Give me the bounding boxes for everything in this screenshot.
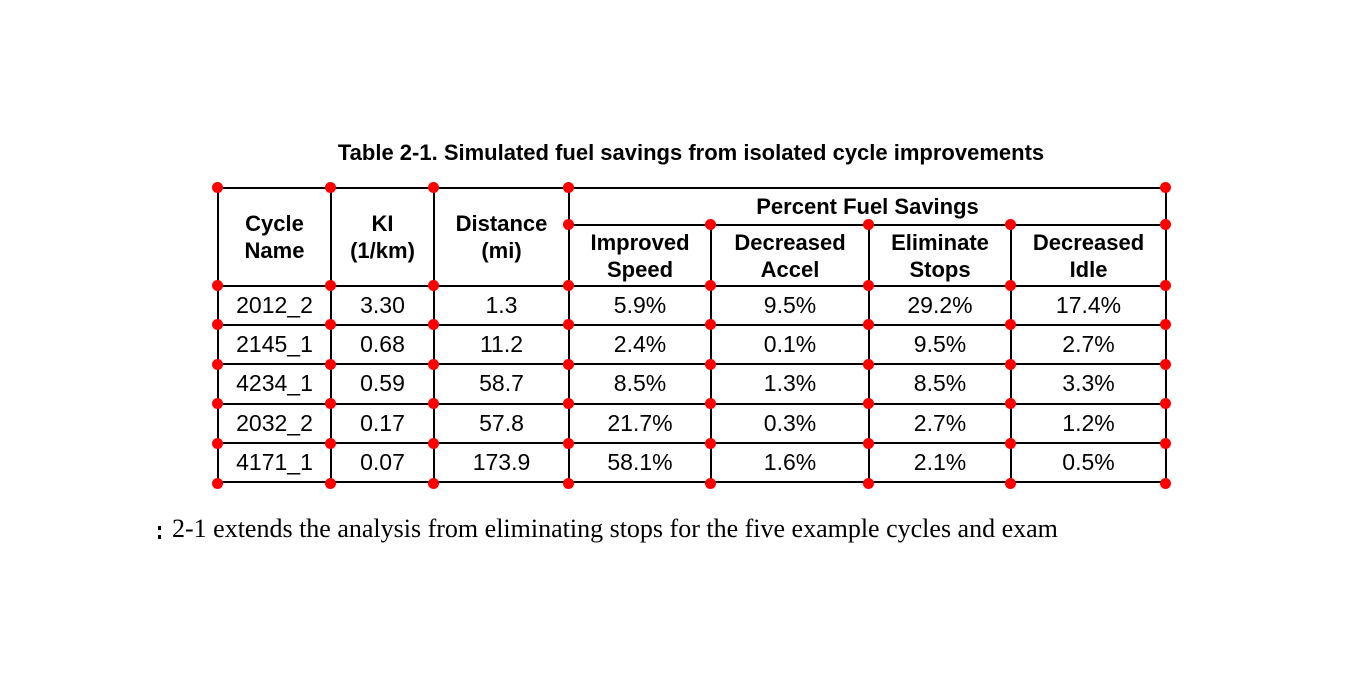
table-row: 2145_1 0.68 11.2 2.4% 0.1% 9.5% 2.7%: [217, 324, 1168, 366]
column-header-decreased-accel: Decreased Accel: [710, 224, 870, 287]
table-cell: 2012_2: [217, 284, 332, 327]
table-cell: 1.3: [433, 284, 570, 327]
table-cell: 2145_1: [217, 324, 332, 366]
table-cell: 9.5%: [710, 284, 870, 327]
data-table: Cycle Name KI (1/km) Distance (mi) Perce…: [217, 187, 1168, 484]
table-cell: 3.30: [330, 284, 435, 327]
table-cell: 8.5%: [568, 363, 712, 405]
fuel-savings-table: Cycle Name KI (1/km) Distance (mi) Perce…: [217, 187, 1168, 484]
table-cell: 3.3%: [1009, 363, 1168, 405]
table-cell: 58.1%: [568, 441, 712, 484]
table-cell: 4171_1: [217, 441, 332, 484]
table-cell: 9.5%: [868, 324, 1012, 366]
paragraph-text: 2-1 extends the analysis from eliminatin…: [172, 514, 1058, 543]
table-row: 4171_1 0.07 173.9 58.1% 1.6% 2.1% 0.5%: [217, 441, 1168, 484]
column-header-eliminate-stops: Eliminate Stops: [868, 224, 1012, 287]
header-row-sub: Improved Speed Decreased Accel Eliminate…: [218, 224, 1168, 287]
table-row: 2012_2 3.30 1.3 5.9% 9.5% 29.2% 17.4%: [217, 284, 1168, 327]
column-header-percent-fuel-savings: Percent Fuel Savings: [567, 187, 1168, 226]
column-header-improved-speed: Improved Speed: [568, 224, 712, 287]
table-caption: Table 2-1. Simulated fuel savings from i…: [337, 140, 1045, 165]
table-row: 2032_2 0.17 57.8 21.7% 0.3% 2.7% 1.2%: [217, 402, 1168, 444]
table-cell: 0.59: [330, 363, 435, 405]
table-cell: 21.7%: [568, 402, 712, 444]
table-cell: 17.4%: [1009, 284, 1168, 327]
table-cell: 8.5%: [868, 363, 1012, 405]
clipped-text-fragment: [158, 526, 161, 540]
table-cell: 0.5%: [1009, 441, 1168, 484]
table-cell: 2.4%: [568, 324, 712, 366]
table-cell: 2032_2: [217, 402, 332, 444]
table-cell: 2.7%: [868, 402, 1012, 444]
table-row: 4234_1 0.59 58.7 8.5% 1.3% 8.5% 3.3%: [217, 363, 1168, 405]
table-cell: 2.7%: [1009, 324, 1168, 366]
table-cell: 173.9: [433, 441, 570, 484]
table-cell: 4234_1: [217, 363, 332, 405]
table-cell: 11.2: [433, 324, 570, 366]
table-cell: 0.68: [330, 324, 435, 366]
column-header-distance: Distance (mi): [433, 187, 570, 287]
table-cell: 1.3%: [710, 363, 870, 405]
table-cell: 58.7: [433, 363, 570, 405]
table-cell: 0.17: [330, 402, 435, 444]
table-cell: 29.2%: [868, 284, 1012, 327]
table-cell: 1.6%: [710, 441, 870, 484]
table-body: 2012_2 3.30 1.3 5.9% 9.5% 29.2% 17.4% 2145_1 0.6…: [217, 284, 1168, 484]
column-header-ki: KI (1/km): [330, 187, 435, 287]
table-cell: 0.07: [330, 441, 435, 484]
header-row-group: Cycle Name KI (1/km) Distance (mi) Perce…: [217, 187, 1168, 287]
column-header-cycle-name: Cycle Name: [217, 187, 332, 287]
table-cell: 1.2%: [1009, 402, 1168, 444]
table-cell: 2.1%: [868, 441, 1012, 484]
column-header-decreased-idle: Decreased Idle: [1009, 224, 1168, 287]
table-cell: 0.1%: [710, 324, 870, 366]
table-cell: 57.8: [433, 402, 570, 444]
table-cell: 0.3%: [710, 402, 870, 444]
table-cell: 5.9%: [568, 284, 712, 327]
